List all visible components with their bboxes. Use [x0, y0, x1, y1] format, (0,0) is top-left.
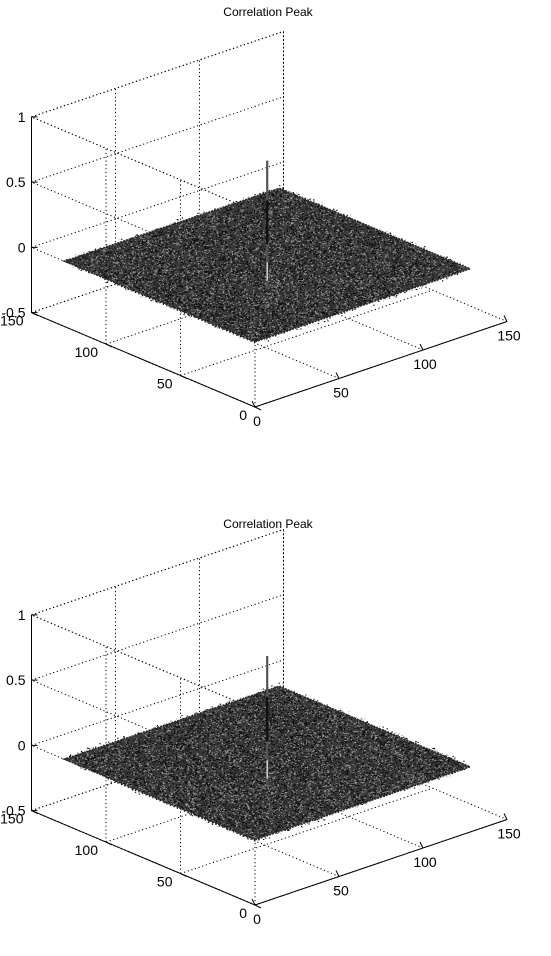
x-tick-label: 50 [333, 883, 349, 899]
y-tick [180, 873, 187, 878]
floor-gridline [115, 781, 340, 877]
y-tick [180, 375, 187, 380]
chart-title: Correlation Peak [223, 517, 313, 531]
wall-gridline [31, 181, 256, 277]
box-edge [31, 30, 284, 118]
x-tick-label: 100 [413, 854, 437, 870]
wall-gridline [31, 659, 284, 746]
y-tick-label: 100 [75, 344, 99, 360]
x-tick [335, 870, 340, 877]
x-tick-label: 150 [497, 328, 521, 344]
x-tick-label: 0 [253, 911, 261, 927]
plot-canvas: Correlation Peak 050100150050100150-0.50… [0, 517, 521, 927]
y-tick-label: 0 [239, 905, 247, 921]
x-tick [419, 343, 424, 351]
wall-gridline [31, 246, 256, 343]
floor-gridline [115, 283, 340, 379]
x-axis [254, 819, 508, 906]
floor-gridline [180, 289, 433, 377]
wall-gridline [31, 161, 284, 248]
box-edge [31, 116, 256, 212]
x-tick [419, 841, 424, 849]
chart-title: Correlation Peak [223, 5, 313, 19]
box-edge [31, 528, 284, 616]
wall-gridline [31, 96, 284, 183]
x-tick [503, 315, 508, 322]
x-tick [503, 813, 508, 820]
wall-gridline [31, 594, 284, 681]
z-tick-label: -0.5 [1, 803, 25, 819]
x-axis [254, 321, 508, 408]
x-tick [251, 400, 256, 408]
y-tick [105, 343, 113, 348]
y-tick-label: 0 [239, 407, 247, 423]
x-tick-label: 50 [333, 385, 349, 401]
x-tick-label: 0 [253, 413, 261, 429]
plot-canvas: Correlation Peak 050100150050100150-0.50… [0, 5, 521, 429]
y-tick [254, 406, 262, 411]
y-tick-label: 50 [157, 874, 173, 890]
correlation-plot-top: Correlation Peak 0 50 100 150 0 50 100 150 -0.5 0… [0, 0, 551, 450]
z-tick-label: 1 [18, 607, 26, 623]
y-tick [254, 904, 262, 909]
x-tick [335, 372, 340, 379]
surface-edge [62, 187, 473, 343]
y-tick [105, 841, 113, 846]
wall-gridline [31, 679, 256, 775]
x-tick-label: 100 [413, 356, 437, 372]
y-axis [31, 810, 256, 906]
surface-noise-shadows [65, 185, 463, 342]
box-edge [31, 614, 256, 710]
y-tick-label: 50 [157, 376, 173, 392]
z-tick-label: 1 [18, 109, 26, 125]
floor-gridline [180, 787, 433, 875]
surface-noise-shadows [65, 682, 466, 841]
z-tick-label: 0.5 [6, 672, 26, 688]
y-axis [31, 312, 256, 408]
correlation-plot-bottom: Correlation Peak 0 50 100 150 0 50 100 150 -0.5 0… [0, 506, 551, 956]
x-tick [251, 898, 256, 906]
z-tick-label: 0 [18, 737, 26, 753]
y-tick-label: 100 [75, 842, 99, 858]
y-tick-label: 150 [0, 811, 24, 827]
wall-gridline [31, 744, 256, 841]
surface-edge [62, 685, 473, 841]
z-tick-label: 0 [18, 239, 26, 255]
x-tick-label: 150 [497, 826, 521, 842]
y-tick-label: 150 [0, 313, 24, 329]
surface-noise-highlights [70, 683, 466, 843]
z-tick-label: -0.5 [1, 305, 25, 321]
z-tick-label: 0.5 [6, 174, 26, 190]
